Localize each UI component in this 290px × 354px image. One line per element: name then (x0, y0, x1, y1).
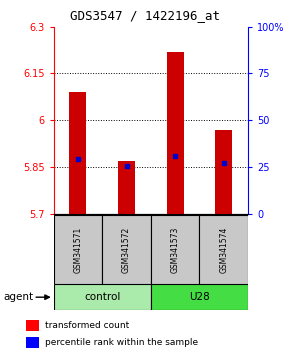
Bar (215, 130, 232, 214)
Bar (166, 52, 184, 214)
Bar (200, 215, 248, 284)
Bar (118, 161, 135, 214)
Text: percentile rank within the sample: percentile rank within the sample (45, 338, 198, 347)
Bar (102, 215, 151, 284)
Bar (54, 284, 151, 310)
Text: transformed count: transformed count (45, 321, 129, 330)
Bar (69, 92, 86, 214)
Text: agent: agent (3, 292, 33, 302)
Bar (151, 215, 200, 284)
Bar (26, 337, 39, 348)
Text: U28: U28 (189, 292, 210, 302)
Bar (151, 284, 248, 310)
Bar (54, 215, 102, 284)
Text: GSM341572: GSM341572 (122, 226, 131, 273)
Text: GSM341571: GSM341571 (73, 226, 82, 273)
Text: GSM341573: GSM341573 (171, 226, 180, 273)
Text: GDS3547 / 1422196_at: GDS3547 / 1422196_at (70, 9, 220, 22)
Bar (26, 320, 39, 331)
Text: GSM341574: GSM341574 (219, 226, 228, 273)
Text: control: control (84, 292, 120, 302)
